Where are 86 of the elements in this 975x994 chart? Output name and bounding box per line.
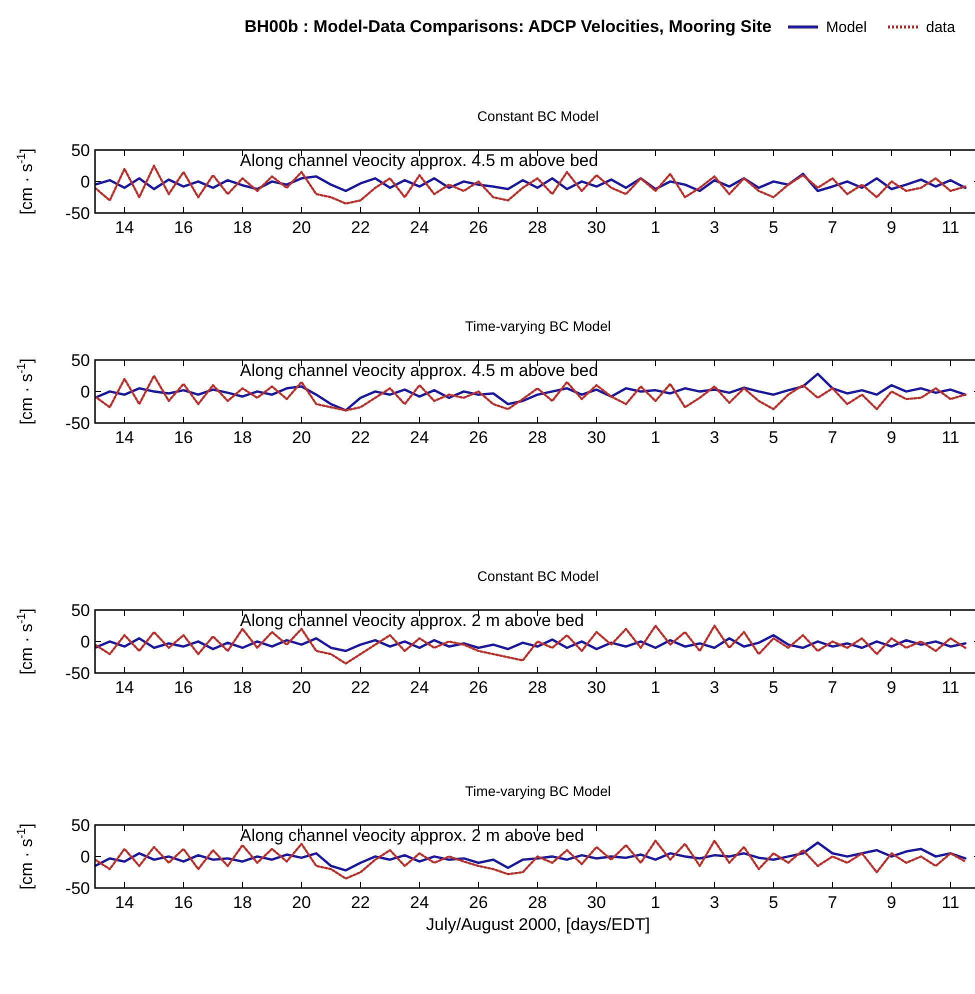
x-tick-label: 22 xyxy=(351,218,370,237)
x-tick-label: 5 xyxy=(768,893,778,912)
x-tick-label: 14 xyxy=(115,428,134,447)
line-series xyxy=(95,634,966,652)
x-tick-label: 30 xyxy=(587,893,606,912)
annotation: Along channel veocity approx. 2 m above bed xyxy=(240,611,584,630)
x-tick-label: 3 xyxy=(710,428,720,447)
x-tick-label: 9 xyxy=(886,678,896,697)
x-tick-label: 28 xyxy=(528,218,547,237)
x-tick-label: 28 xyxy=(528,893,547,912)
x-tick-label: 3 xyxy=(710,893,720,912)
x-tick-label: 20 xyxy=(292,893,311,912)
x-tick-label: 24 xyxy=(410,218,429,237)
x-tick-label: 18 xyxy=(233,678,252,697)
legend-label: data xyxy=(926,19,956,36)
x-tick-label: 1 xyxy=(650,428,660,447)
x-tick-label: 7 xyxy=(828,428,838,447)
x-tick-label: 11 xyxy=(942,893,960,912)
annotation: Along channel veocity approx. 2 m above bed xyxy=(240,826,584,845)
x-tick-label: 30 xyxy=(587,428,606,447)
x-tick-label: 24 xyxy=(410,428,429,447)
x-tick-label: 9 xyxy=(886,893,896,912)
x-tick-label: 11 xyxy=(942,218,960,237)
y-tick-label: 50 xyxy=(71,351,90,370)
y-tick-label: 0 xyxy=(80,172,90,192)
x-tick-label: 3 xyxy=(710,218,720,237)
x-tick-label: 11 xyxy=(942,678,960,697)
x-tick-label: 1 xyxy=(650,893,660,912)
x-tick-label: 9 xyxy=(886,218,896,237)
line-series xyxy=(95,172,966,192)
x-tick-label: 30 xyxy=(587,218,606,237)
y-tick-label: 50 xyxy=(71,816,90,835)
x-tick-label: 3 xyxy=(710,678,720,697)
x-tick-label: 14 xyxy=(115,893,134,912)
x-tick-label: 14 xyxy=(115,678,134,697)
x-tick-label: 16 xyxy=(174,218,193,237)
x-tick-label: 24 xyxy=(410,678,429,697)
x-tick-label: 7 xyxy=(828,678,838,697)
x-tick-label: 18 xyxy=(233,218,252,237)
x-tick-label: 14 xyxy=(115,218,134,237)
x-tick-label: 24 xyxy=(410,893,429,912)
y-tick-label: 0 xyxy=(80,632,90,652)
y-tick-label: -50 xyxy=(65,414,90,433)
x-tick-label: 30 xyxy=(587,678,606,697)
chart-title: Time-varying BC Model xyxy=(465,783,611,799)
x-tick-label: 22 xyxy=(351,678,370,697)
x-tick-label: 5 xyxy=(768,428,778,447)
x-tick-label: 5 xyxy=(768,218,778,237)
chart-title: Time-varying BC Model xyxy=(465,318,611,334)
x-tick-label: 16 xyxy=(174,893,193,912)
x-tick-label: 26 xyxy=(469,218,488,237)
y-tick-label: 0 xyxy=(80,848,90,866)
chart-title: Constant BC Model xyxy=(477,568,599,584)
x-tick-label: 16 xyxy=(174,428,193,447)
x-tick-label: 26 xyxy=(469,893,488,912)
x-tick-label: 1 xyxy=(650,678,660,697)
annotation: Along channel veocity approx. 4.5 m above bed xyxy=(240,151,598,170)
x-tick-label: 26 xyxy=(469,678,488,697)
y-tick-label: -50 xyxy=(65,664,90,683)
chart-title: BH00b : Model-Data Comparisons: ADCP Velocities, Mooring Site xyxy=(244,17,772,36)
x-tick-label: 20 xyxy=(292,428,311,447)
x-tick-label: 28 xyxy=(528,428,547,447)
y-tick-label: -50 xyxy=(65,204,90,223)
x-tick-label: 9 xyxy=(886,428,896,447)
y-tick-label: 50 xyxy=(71,141,90,160)
y-tick-label: -50 xyxy=(65,879,90,898)
y-tick-label: 50 xyxy=(71,601,90,620)
x-tick-label: 26 xyxy=(469,428,488,447)
x-tick-label: 18 xyxy=(233,893,252,912)
y-tick-label: 0 xyxy=(80,382,90,402)
x-tick-label: 22 xyxy=(351,893,370,912)
x-tick-label: 11 xyxy=(942,428,960,447)
legend-label: Model xyxy=(826,19,867,36)
x-tick-label: 18 xyxy=(233,428,252,447)
x-tick-label: 16 xyxy=(174,678,193,697)
x-tick-label: 22 xyxy=(351,428,370,447)
x-tick-label: 28 xyxy=(528,678,547,697)
x-tick-label: 20 xyxy=(292,678,311,697)
x-tick-label: 5 xyxy=(768,678,778,697)
x-tick-label: 1 xyxy=(650,218,660,237)
x-tick-label: 20 xyxy=(292,218,311,237)
x-tick-label: 7 xyxy=(828,218,838,237)
annotation: Along channel veocity approx. 4.5 m above bed xyxy=(240,361,598,380)
x-axis-title: July/August 2000, [days/EDT] xyxy=(426,915,650,934)
x-tick-label: 7 xyxy=(828,893,838,912)
chart-subtitle: Constant BC Model xyxy=(477,108,599,124)
